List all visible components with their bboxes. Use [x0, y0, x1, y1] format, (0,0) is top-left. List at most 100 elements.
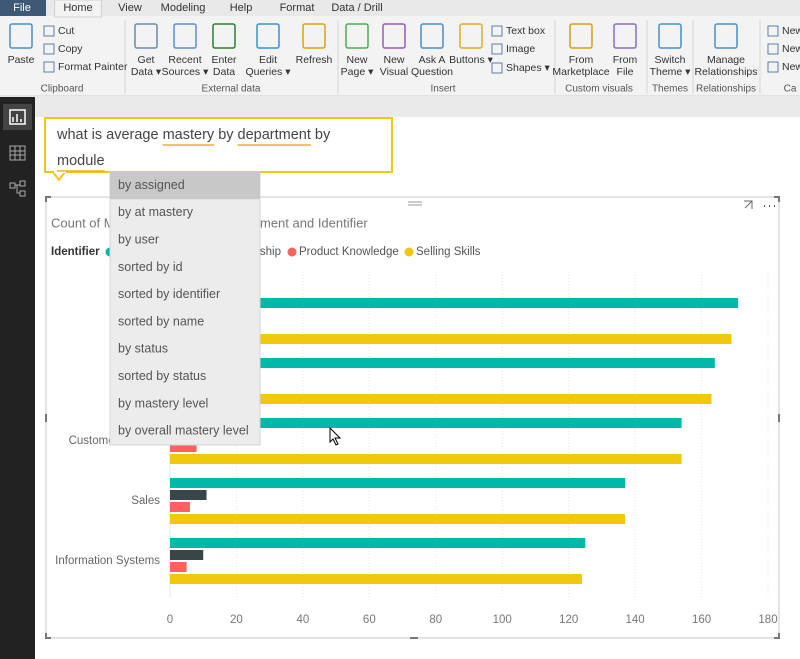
qa-token[interactable]: department — [238, 127, 311, 143]
small-icon[interactable] — [43, 43, 55, 55]
small-button-label[interactable]: Image — [506, 43, 535, 55]
button-label[interactable]: Page ▾ — [341, 66, 374, 78]
suggestion-item[interactable]: sorted by identifier — [118, 287, 220, 301]
button-label[interactable]: Paste — [8, 54, 35, 66]
button-label[interactable]: From — [613, 54, 638, 66]
tab[interactable]: Help — [230, 2, 253, 14]
qa-token[interactable]: by — [311, 127, 331, 143]
button-label[interactable]: Relationships — [694, 66, 757, 78]
button-label[interactable]: Question — [411, 66, 453, 78]
bar — [170, 550, 204, 560]
tab[interactable]: Data / Drill — [331, 2, 382, 14]
tab[interactable]: View — [118, 2, 142, 14]
suggestion-item[interactable]: by status — [118, 342, 168, 356]
bar — [170, 358, 715, 368]
button-label[interactable]: Theme ▾ — [650, 66, 692, 78]
file-tab-bg[interactable] — [0, 0, 46, 16]
button-label[interactable]: Switch — [655, 54, 686, 66]
button-label[interactable]: Data — [213, 66, 235, 78]
small-icon[interactable] — [767, 25, 779, 37]
x-tick-label: 40 — [296, 614, 309, 626]
small-button-label[interactable]: New — [782, 25, 800, 37]
small-button-label[interactable]: Format Painter — [58, 61, 128, 73]
button-icon[interactable] — [9, 23, 33, 49]
qa-token[interactable]: module — [57, 153, 105, 169]
x-tick-label: 140 — [626, 614, 645, 626]
qa-token[interactable]: what is average — [56, 127, 163, 143]
suggestion-item[interactable]: by user — [118, 233, 159, 247]
small-button-label[interactable]: New — [782, 43, 800, 55]
small-icon[interactable] — [491, 43, 503, 55]
data-icon[interactable] — [9, 145, 26, 161]
model-icon[interactable] — [9, 180, 26, 197]
sidebar-icons — [3, 104, 32, 197]
button-icon[interactable] — [382, 23, 406, 49]
button-label[interactable]: Buttons ▾ — [449, 54, 494, 66]
button-label[interactable]: Visual — [380, 66, 408, 78]
button-icon[interactable] — [212, 23, 236, 49]
button-icon[interactable] — [134, 23, 158, 49]
button-icon[interactable] — [345, 23, 369, 49]
button-label[interactable]: Edit — [259, 54, 277, 66]
legend-label: Product Knowledge — [299, 246, 399, 258]
button-label[interactable]: Refresh — [296, 54, 333, 66]
button-label[interactable]: Get — [138, 54, 155, 66]
small-button-label[interactable]: Cut — [58, 25, 74, 37]
button-label[interactable]: Sources ▾ — [162, 66, 209, 78]
button-label[interactable]: Recent — [168, 54, 201, 66]
group-label: Clipboard — [41, 84, 84, 95]
suggestion-item[interactable]: sorted by status — [118, 369, 206, 383]
button-icon[interactable] — [658, 23, 682, 49]
bar — [170, 514, 626, 524]
button-label[interactable]: From — [569, 54, 594, 66]
suggestion-item[interactable]: by at mastery — [118, 205, 194, 219]
button-icon[interactable] — [714, 23, 738, 49]
tab[interactable]: Home — [63, 2, 92, 14]
bar — [170, 562, 187, 572]
qa-token[interactable]: by — [214, 127, 237, 143]
small-button-label[interactable]: Shapes ▾ — [506, 62, 551, 74]
tab[interactable]: File — [13, 2, 31, 14]
button-label[interactable]: Ask A — [419, 54, 446, 66]
y-tick-label: Sales — [131, 495, 160, 507]
button-label[interactable]: Enter — [211, 54, 237, 66]
tab[interactable]: Modeling — [161, 2, 206, 14]
suggestion-item[interactable]: by overall mastery level — [118, 424, 249, 438]
button-icon[interactable] — [569, 23, 593, 49]
suggestion-item[interactable]: sorted by name — [118, 314, 204, 328]
small-icon[interactable] — [767, 43, 779, 55]
tab-selected-bg[interactable] — [54, 0, 102, 18]
button-label[interactable]: New — [383, 54, 404, 66]
button-label[interactable]: Data ▾ — [131, 66, 162, 78]
small-icon[interactable] — [767, 61, 779, 73]
button-label[interactable]: Queries ▾ — [246, 66, 292, 78]
suggestion-item[interactable]: sorted by id — [118, 260, 183, 274]
button-label[interactable]: Manage — [707, 54, 745, 66]
button-icon[interactable] — [173, 23, 197, 49]
small-button-label[interactable]: Copy — [58, 43, 83, 55]
focus-mode-icon[interactable] — [744, 200, 753, 209]
button-icon[interactable] — [613, 23, 637, 49]
group-label: Custom visuals — [565, 84, 633, 95]
suggestion-item[interactable]: by assigned — [118, 178, 185, 192]
small-icon[interactable] — [491, 62, 503, 74]
bar — [170, 394, 712, 404]
tab[interactable]: Format — [280, 2, 315, 14]
small-icon[interactable] — [43, 25, 55, 37]
suggestion-item[interactable]: by mastery level — [118, 396, 208, 410]
qa-box[interactable] — [44, 117, 393, 173]
button-icon[interactable] — [459, 23, 483, 49]
small-button-label[interactable]: New — [782, 61, 800, 73]
button-icon[interactable] — [302, 23, 326, 49]
button-label[interactable]: File — [617, 66, 634, 78]
x-tick-label: 180 — [758, 614, 777, 626]
button-icon[interactable] — [420, 23, 444, 49]
small-icon[interactable] — [43, 61, 55, 73]
chart-title: ment and Identifier — [260, 215, 368, 230]
small-button-label[interactable]: Text box — [506, 25, 546, 37]
button-label[interactable]: New — [346, 54, 367, 66]
small-icon[interactable] — [491, 25, 503, 37]
button-icon[interactable] — [256, 23, 280, 49]
qa-token[interactable]: mastery — [163, 127, 215, 143]
button-label[interactable]: Marketplace — [552, 66, 609, 78]
